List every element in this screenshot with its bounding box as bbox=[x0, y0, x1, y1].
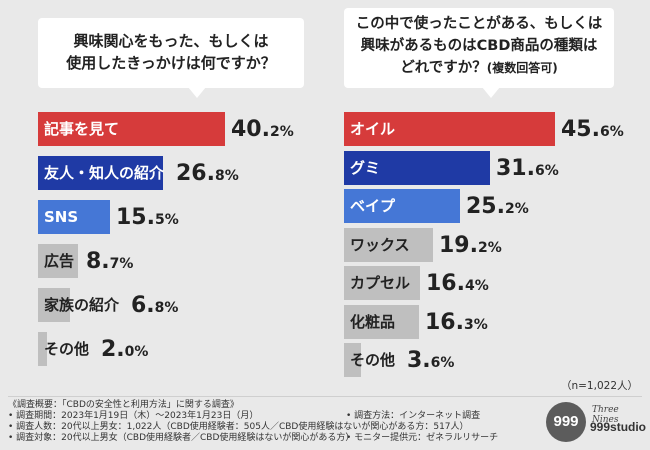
right-chart-value-dec: 6% bbox=[430, 355, 455, 371]
left-chart-category-label: 友人・知人の紹介 bbox=[44, 164, 165, 182]
studio-logo: 999 Three Nines 999studio bbox=[546, 402, 646, 446]
left-question-bubble: 興味関心をもった、もしくは 使用したきっかけは何ですか？ bbox=[38, 18, 304, 98]
multiple-answer-note: (複数回答可) bbox=[486, 61, 558, 75]
right-chart-bar bbox=[344, 189, 460, 223]
right-chart-bar bbox=[344, 150, 490, 185]
left-chart-bar bbox=[38, 200, 110, 234]
right-question-line: この中で使ったことがある、もしくは bbox=[355, 16, 603, 32]
right-chart-category-label: ワックス bbox=[350, 235, 410, 254]
right-chart-category-label: グミ bbox=[350, 158, 381, 177]
left-chart-category-label: 家族の紹介 bbox=[44, 296, 120, 314]
left-chart-bar bbox=[38, 288, 70, 322]
right-chart-value-dec: 3% bbox=[463, 316, 488, 333]
right-chart-bar bbox=[344, 304, 419, 339]
left-chart-value-int: 8. bbox=[86, 249, 110, 274]
left-chart-category-label: その他 bbox=[44, 340, 90, 358]
right-chart-value-dec: 2% bbox=[504, 201, 529, 217]
left-chart-value-label: 6.8% bbox=[131, 288, 178, 322]
right-bar-chart: オイル 45.6% グミ 31.6% ベイプ 25.2% ワックス 19.2% カプセル 16.4… bbox=[344, 112, 634, 382]
right-chart-bar bbox=[344, 343, 361, 377]
logo-mark: 999 bbox=[546, 402, 586, 442]
left-chart-bar bbox=[38, 156, 163, 190]
logo-wordmark: 999studio bbox=[590, 420, 647, 434]
right-question-line: どれですか？(複数回答可) bbox=[344, 57, 614, 79]
left-chart-value-int: 6. bbox=[131, 293, 155, 318]
right-chart-value-dec: 6% bbox=[599, 124, 624, 140]
right-question-line: 興味があるものはCBD商品の種類は bbox=[360, 38, 598, 54]
left-chart-category-label: 記事を見て bbox=[44, 120, 120, 138]
right-chart-value-label: 16.3% bbox=[425, 305, 488, 339]
left-chart-bar bbox=[38, 112, 225, 146]
right-chart-value-dec: 4% bbox=[464, 278, 489, 294]
left-chart-value-int: 40. bbox=[231, 117, 270, 142]
left-chart-value-dec: 8% bbox=[214, 168, 239, 184]
right-chart-category-label: ベイプ bbox=[350, 197, 396, 215]
left-chart-value-dec: 5% bbox=[154, 212, 179, 228]
right-chart-value-int: 16. bbox=[426, 271, 465, 296]
right-chart-category-label: オイル bbox=[350, 120, 396, 138]
left-chart-value-label: 2.0% bbox=[101, 332, 148, 366]
left-chart-value-dec: 7% bbox=[109, 256, 134, 272]
right-chart-category-label: 化粧品 bbox=[350, 312, 396, 331]
left-question-line: 興味関心をもった、もしくは bbox=[73, 32, 269, 50]
survey-period-note: • 調査期間：2023年1月19日（木）〜2023年1月23日（月） bbox=[8, 411, 259, 421]
right-question-text: この中で使ったことがある、もしくは 興味があるものはCBD商品の種類は どれです… bbox=[344, 13, 614, 79]
right-chart-value-label: 16.4% bbox=[426, 266, 489, 300]
left-bar-chart: 記事を見て 40.2% 友人・知人の紹介 26.8% SNS 15.5% 広告 8.7% 家族の… bbox=[38, 112, 298, 382]
left-chart-value-label: 8.7% bbox=[86, 244, 133, 278]
right-chart-value-label: 19.2% bbox=[439, 228, 502, 262]
left-chart-value-dec: 8% bbox=[154, 300, 179, 316]
right-chart-value-int: 25. bbox=[466, 194, 505, 219]
right-chart-category-label: その他 bbox=[350, 351, 396, 369]
left-question-text: 興味関心をもった、もしくは 使用したきっかけは何ですか？ bbox=[38, 30, 304, 74]
right-chart-value-label: 25.2% bbox=[466, 189, 529, 223]
right-chart-value-label: 31.6% bbox=[496, 151, 559, 185]
left-question-line: 使用したきっかけは何ですか？ bbox=[66, 54, 276, 72]
left-chart-category-label: 広告 bbox=[44, 252, 75, 270]
survey-count-note: • 調査人数：20代以上男女：1,022人（CBD使用経験者：505人／CBD使… bbox=[8, 422, 469, 432]
right-chart-value-int: 19. bbox=[439, 232, 478, 258]
left-chart-value-int: 2. bbox=[101, 337, 125, 362]
logo-script: Three Nines bbox=[592, 405, 619, 425]
right-chart-bar bbox=[344, 227, 433, 262]
footer-divider bbox=[8, 396, 642, 397]
right-chart-value-int: 45. bbox=[561, 117, 600, 142]
left-chart-value-dec: 2% bbox=[269, 124, 294, 140]
left-chart-value-label: 15.5% bbox=[116, 200, 179, 234]
left-chart-value-int: 15. bbox=[116, 205, 155, 230]
left-chart-value-int: 26. bbox=[176, 161, 215, 186]
sample-size: （n=1,022人） bbox=[560, 380, 638, 392]
right-chart-value-label: 3.6% bbox=[407, 343, 454, 377]
survey-overview-note: 《調査概要：「CBDの安全性と利用方法」に関する調査》 bbox=[8, 400, 239, 410]
left-chart-bar bbox=[38, 244, 78, 278]
right-chart-value-label: 45.6% bbox=[561, 112, 624, 146]
left-chart-category-label: SNS bbox=[44, 208, 79, 226]
survey-method-note: • 調査方法：インターネット調査 bbox=[346, 411, 481, 421]
left-chart-value-label: 26.8% bbox=[176, 156, 239, 190]
right-chart-value-dec: 2% bbox=[477, 239, 502, 256]
left-chart-value-dec: 0% bbox=[124, 344, 149, 360]
left-chart-bar bbox=[38, 332, 47, 366]
right-chart-value-int: 3. bbox=[407, 348, 431, 373]
right-chart-value-int: 31. bbox=[496, 155, 535, 181]
right-question-bubble: この中で使ったことがある、もしくは 興味があるものはCBD商品の種類は どれです… bbox=[344, 8, 614, 98]
monitor-provider-note: • モニター提供元：ゼネラルリサーチ bbox=[346, 433, 499, 443]
right-chart-category-label: カプセル bbox=[350, 274, 411, 292]
right-question-line-text: どれですか？ bbox=[400, 60, 487, 76]
right-chart-bar bbox=[344, 112, 555, 146]
right-chart-value-dec: 6% bbox=[534, 162, 559, 179]
survey-target-note: • 調査対象：20代以上男女（CBD使用経験者／CBD使用経験はないが関心がある… bbox=[8, 433, 355, 443]
left-chart-value-label: 40.2% bbox=[231, 112, 294, 146]
right-chart-value-int: 16. bbox=[425, 309, 464, 335]
right-chart-bar bbox=[344, 266, 420, 300]
